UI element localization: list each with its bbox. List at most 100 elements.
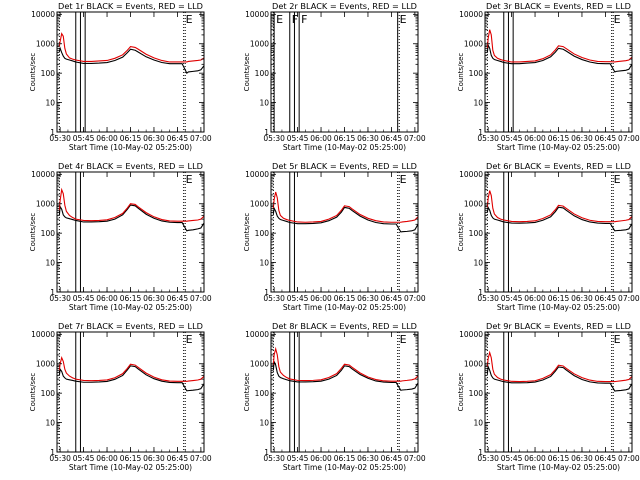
x-tick-label: 06:30 <box>571 134 593 143</box>
x-tick-label: 05:30 <box>477 454 499 463</box>
y-tick-label: 1 <box>264 128 269 137</box>
y-tick-label: 10000 <box>459 170 483 179</box>
x-tick-label: 06:45 <box>167 294 189 303</box>
x-axis-label: Start Time (10-May-02 05:25:00) <box>497 463 620 472</box>
y-axis-label: Counts/sec <box>457 373 465 412</box>
x-tick-label: 05:45 <box>287 294 309 303</box>
x-axis-label: Start Time (10-May-02 05:25:00) <box>69 463 192 472</box>
panel-title: Det 3r BLACK = Events, RED = LLD <box>486 1 631 11</box>
y-axis-label: Counts/sec <box>29 213 37 252</box>
marker-flag-label: E <box>186 173 193 186</box>
marker-flag-label: E <box>400 13 407 26</box>
x-tick-label: 06:45 <box>381 134 403 143</box>
y-tick-label: 1000 <box>250 360 269 369</box>
x-tick-label: 06:45 <box>167 134 189 143</box>
detector-panel-6: Det 6r BLACK = Events, RED = LLD E 1 10 100 1… <box>457 161 640 312</box>
x-tick-label: 06:45 <box>381 294 403 303</box>
y-tick-label: 100 <box>255 69 270 78</box>
plot-frame <box>56 171 205 293</box>
panel-title: Det 9r BLACK = Events, RED = LLD <box>486 321 631 331</box>
x-tick-label: 06:30 <box>357 454 379 463</box>
x-tick-label: 05:45 <box>501 294 523 303</box>
y-tick-label: 1 <box>478 288 483 297</box>
y-tick-label: 10 <box>259 258 269 267</box>
y-tick-label: 10000 <box>245 330 269 339</box>
detector-panel-3: Det 3r BLACK = Events, RED = LLD E 1 10 100 1… <box>457 1 640 152</box>
x-tick-label: 06:30 <box>143 454 165 463</box>
y-tick-label: 10 <box>45 98 55 107</box>
events-series-line <box>486 205 632 232</box>
x-tick-label: 06:00 <box>310 294 332 303</box>
marker-flag-label: E <box>400 173 407 186</box>
lld-series-line <box>272 191 418 223</box>
y-tick-label: 10 <box>259 98 269 107</box>
x-tick-label: 06:45 <box>595 294 617 303</box>
x-tick-label: 06:45 <box>595 454 617 463</box>
detector-panel-7: Det 7r BLACK = Events, RED = LLD E 1 10 100 1… <box>29 321 212 472</box>
events-series-line <box>486 43 632 73</box>
x-tick-label: 05:45 <box>287 454 309 463</box>
y-tick-label: 100 <box>469 69 484 78</box>
x-tick-label: 06:00 <box>524 294 546 303</box>
x-tick-label: 06:15 <box>334 294 356 303</box>
x-tick-label: 06:15 <box>548 294 570 303</box>
x-tick-label: 05:30 <box>477 134 499 143</box>
x-axis-label: Start Time (10-May-02 05:25:00) <box>69 143 192 152</box>
y-tick-label: 100 <box>469 389 484 398</box>
events-series-line <box>486 364 632 392</box>
x-tick-label: 06:45 <box>167 454 189 463</box>
panel-title: Det 4r BLACK = Events, RED = LLD <box>58 161 203 171</box>
y-tick-label: 1000 <box>36 200 55 209</box>
y-axis-label: Counts/sec <box>457 213 465 252</box>
marker-flag-label: E <box>186 13 193 26</box>
x-tick-label: 05:45 <box>501 134 523 143</box>
x-tick-label: 05:45 <box>287 134 309 143</box>
x-axis-label: Start Time (10-May-02 05:25:00) <box>283 143 406 152</box>
lld-series-line <box>486 29 632 63</box>
x-tick-label: 06:15 <box>120 294 142 303</box>
x-axis-label: Start Time (10-May-02 05:25:00) <box>283 463 406 472</box>
plot-frame <box>484 171 633 293</box>
y-tick-label: 1000 <box>464 40 483 49</box>
y-tick-label: 1 <box>50 448 55 457</box>
y-tick-label: 100 <box>255 229 270 238</box>
panel-title: Det 6r BLACK = Events, RED = LLD <box>486 161 631 171</box>
marker-flag-label: E <box>614 173 621 186</box>
detector-panel-8: Det 8r BLACK = Events, RED = LLD E 1 10 100 1… <box>243 321 426 472</box>
plot-frame <box>56 11 205 133</box>
x-tick-label: 06:30 <box>571 294 593 303</box>
events-series-line <box>58 46 204 75</box>
y-tick-label: 10 <box>473 418 483 427</box>
y-axis-label: Counts/sec <box>243 53 251 92</box>
marker-flag-label: E <box>276 13 283 26</box>
panel-title: Det 7r BLACK = Events, RED = LLD <box>58 321 203 331</box>
panel-title: Det 1r BLACK = Events, RED = LLD <box>58 1 203 11</box>
x-tick-label: 06:00 <box>96 134 118 143</box>
x-tick-label: 07:00 <box>404 134 426 143</box>
lld-series-line <box>58 187 204 222</box>
marker-flag-label: E <box>614 13 621 26</box>
x-tick-label: 06:15 <box>120 454 142 463</box>
y-tick-label: 10000 <box>245 10 269 19</box>
y-tick-label: 10000 <box>459 10 483 19</box>
y-axis-label: Counts/sec <box>243 213 251 252</box>
x-tick-label: 06:45 <box>595 134 617 143</box>
x-tick-label: 06:00 <box>96 294 118 303</box>
y-tick-label: 10000 <box>245 170 269 179</box>
x-tick-label: 05:45 <box>501 454 523 463</box>
x-tick-label: 06:30 <box>357 134 379 143</box>
panel-title: Det 5r BLACK = Events, RED = LLD <box>272 161 417 171</box>
plot-frame <box>484 331 633 453</box>
x-tick-label: 07:00 <box>618 454 640 463</box>
x-axis-label: Start Time (10-May-02 05:25:00) <box>497 143 620 152</box>
plot-frame <box>484 11 633 133</box>
lld-series-line <box>486 350 632 383</box>
x-tick-label: 07:00 <box>404 454 426 463</box>
x-tick-label: 06:15 <box>120 134 142 143</box>
panel-title: Det 8r BLACK = Events, RED = LLD <box>272 321 417 331</box>
x-axis-label: Start Time (10-May-02 05:25:00) <box>283 303 406 312</box>
x-tick-label: 06:15 <box>334 134 356 143</box>
marker-flag-label: F <box>301 13 307 26</box>
